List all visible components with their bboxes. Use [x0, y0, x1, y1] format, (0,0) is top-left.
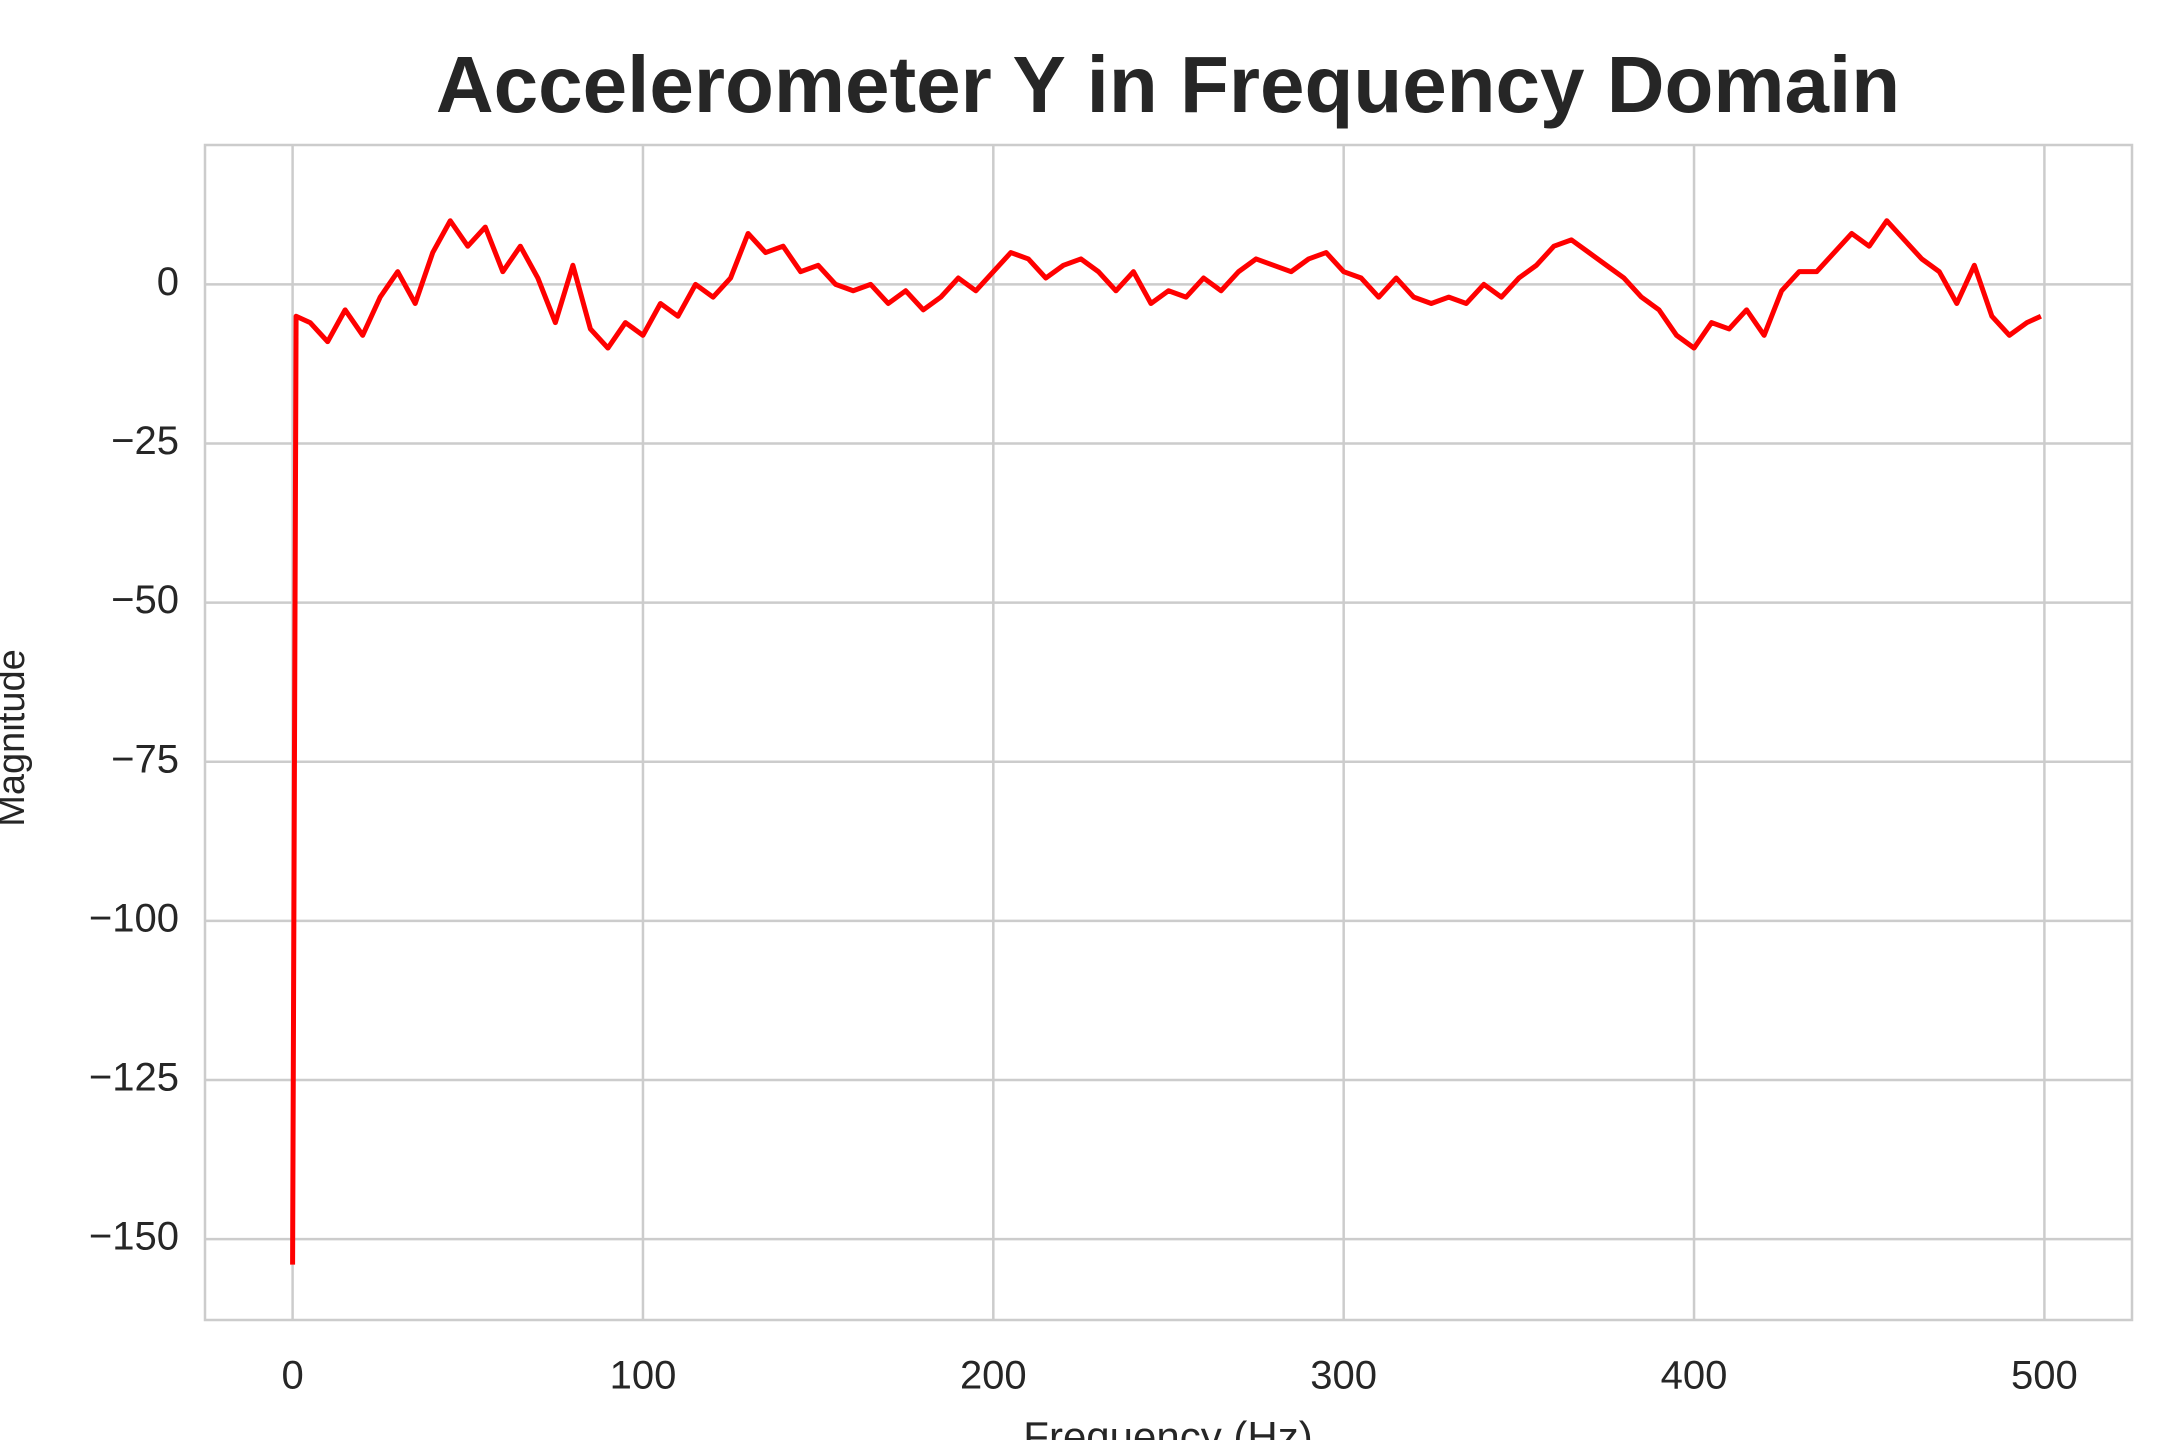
y-tick-label: −50: [111, 578, 179, 622]
x-tick-label: 500: [2011, 1354, 2078, 1398]
x-tick-label: 400: [1661, 1354, 1728, 1398]
chart-title: Accelerometer Y in Frequency Domain: [436, 40, 1900, 129]
y-tick-label: −100: [89, 896, 179, 940]
x-tick-label: 200: [960, 1354, 1027, 1398]
x-tick-label: 100: [610, 1354, 677, 1398]
x-tick-label: 300: [1310, 1354, 1377, 1398]
x-axis-label: Frequency (Hz): [1023, 1413, 1312, 1440]
y-axis-label: Magnitude: [0, 649, 33, 826]
grid: [205, 145, 2132, 1320]
y-tick-label: 0: [157, 260, 179, 304]
y-tick-label: −125: [89, 1056, 179, 1100]
y-tick-label: −75: [111, 737, 179, 781]
y-tick-label: −25: [111, 419, 179, 463]
y-tick-label: −150: [89, 1215, 179, 1259]
x-tick-label: 0: [281, 1354, 303, 1398]
data-line: [290, 218, 2042, 1265]
plot-frame: [203, 143, 2134, 1322]
